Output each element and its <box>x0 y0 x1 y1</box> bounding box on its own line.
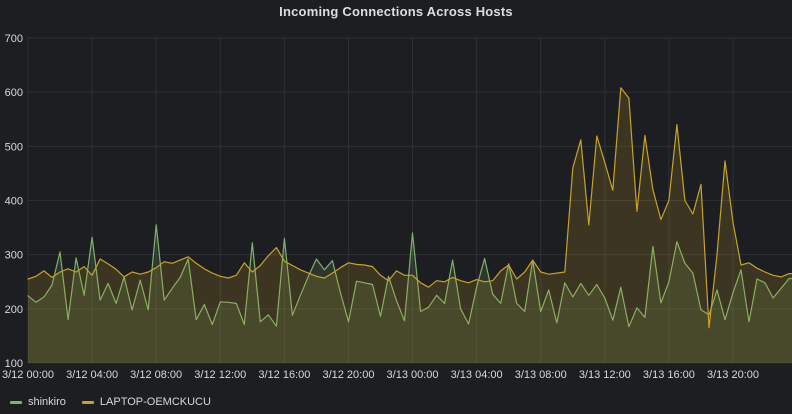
y-tick-label: 700 <box>5 33 23 45</box>
y-tick-label: 400 <box>5 196 23 208</box>
y-tick-label: 100 <box>5 358 23 370</box>
x-tick-label: 3/13 00:00 <box>387 369 439 381</box>
x-tick-label: 3/12 04:00 <box>66 369 118 381</box>
series-color-chip-shinkiro <box>10 400 22 404</box>
y-tick-label: 200 <box>5 304 23 316</box>
legend-label-laptop-oemckucu[interactable]: LAPTOP-OEMCKUCU <box>99 396 211 408</box>
x-tick-label: 3/13 16:00 <box>643 369 695 381</box>
x-tick-label: 3/13 20:00 <box>707 369 759 381</box>
x-tick-label: 3/13 08:00 <box>515 369 567 381</box>
x-tick-label: 3/12 20:00 <box>322 369 374 381</box>
y-tick-label: 600 <box>5 87 23 99</box>
y-tick-label: 500 <box>5 141 23 153</box>
x-tick-label: 3/12 12:00 <box>194 369 246 381</box>
legend-item-shinkiro[interactable]: shinkiro <box>10 396 66 408</box>
x-tick-label: 3/13 04:00 <box>451 369 503 381</box>
x-tick-label: 3/12 08:00 <box>130 369 182 381</box>
series-color-chip-laptop-oemckucu <box>81 400 94 404</box>
series-area-laptop-oemckucu <box>28 87 792 364</box>
x-tick-label: 3/12 16:00 <box>258 369 310 381</box>
legend-item-laptop-oemckucu[interactable]: LAPTOP-OEMCKUCU <box>81 396 211 408</box>
panel-title: Incoming Connections Across Hosts <box>279 4 513 19</box>
series-line-shinkiro <box>27 224 792 328</box>
x-tick-label: 3/12 00:00 <box>2 369 54 381</box>
x-tick-label: 3/13 12:00 <box>579 369 631 381</box>
y-tick-label: 300 <box>5 250 23 262</box>
series-line-laptop-oemckucu <box>27 87 792 329</box>
legend: shinkiro LAPTOP-OEMCKUCU <box>10 393 211 411</box>
legend-label-shinkiro[interactable]: shinkiro <box>28 396 66 408</box>
series-area-shinkiro <box>28 224 792 363</box>
